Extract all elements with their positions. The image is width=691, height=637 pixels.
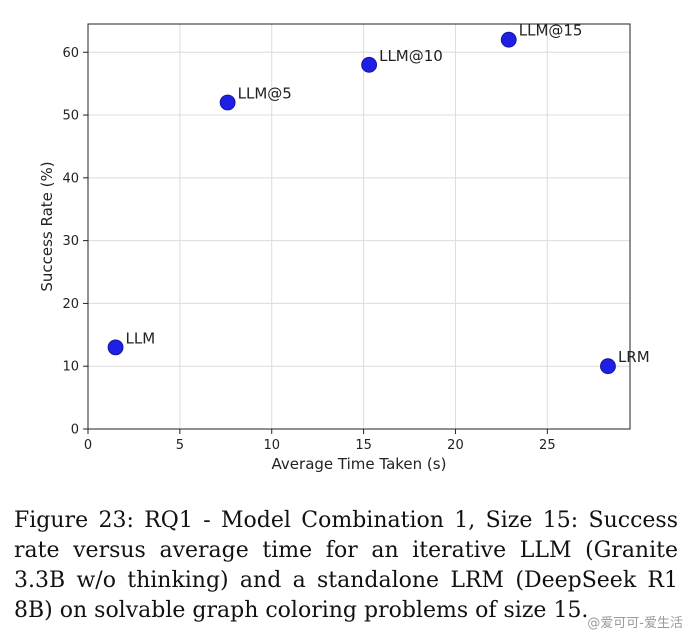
point-label: LLM@10	[379, 47, 443, 65]
x-tick-label: 25	[539, 438, 556, 453]
x-axis-label: Average Time Taken (s)	[272, 455, 447, 473]
y-tick-label: 50	[62, 109, 79, 124]
point-label: LLM@15	[519, 22, 583, 40]
data-point	[500, 31, 517, 48]
x-tick-label: 15	[355, 438, 372, 453]
y-tick-label: 20	[62, 297, 79, 312]
watermark: @爱可可-爱生活	[587, 616, 683, 631]
x-tick-label: 10	[263, 438, 280, 453]
y-tick-label: 40	[62, 171, 79, 186]
grid-lines	[87, 24, 630, 430]
plot-frame	[87, 23, 631, 430]
y-tick-label: 10	[62, 360, 79, 375]
figure-caption: Figure 23: RQ1 - Model Combination 1, Si…	[14, 508, 678, 623]
data-points: LLM LLM@5 LLM@10 LLM@15 LRM	[107, 22, 650, 375]
x-tick-label: 0	[84, 438, 92, 453]
data-point	[600, 358, 616, 375]
y-tick-label: 30	[62, 234, 79, 249]
scatter-chart: 0 5 10 15 20 25 0 10 20 30 40 50 60 LLM LLM@5 LLM@10 LL…	[38, 22, 650, 473]
point-label: LLM	[126, 329, 156, 347]
data-point	[219, 94, 236, 111]
y-tick-label: 60	[62, 46, 79, 61]
point-label: LLM@5	[238, 84, 292, 102]
point-label: LRM	[618, 348, 650, 366]
axis-ticks: 0 5 10 15 20 25 0 10 20 30 40 50 60	[62, 46, 555, 453]
data-point	[107, 339, 124, 356]
y-axis-label: Success Rate (%)	[38, 161, 56, 291]
x-tick-label: 5	[176, 438, 184, 453]
data-point	[361, 56, 378, 73]
y-tick-label: 0	[71, 423, 79, 438]
x-tick-label: 20	[447, 438, 464, 453]
